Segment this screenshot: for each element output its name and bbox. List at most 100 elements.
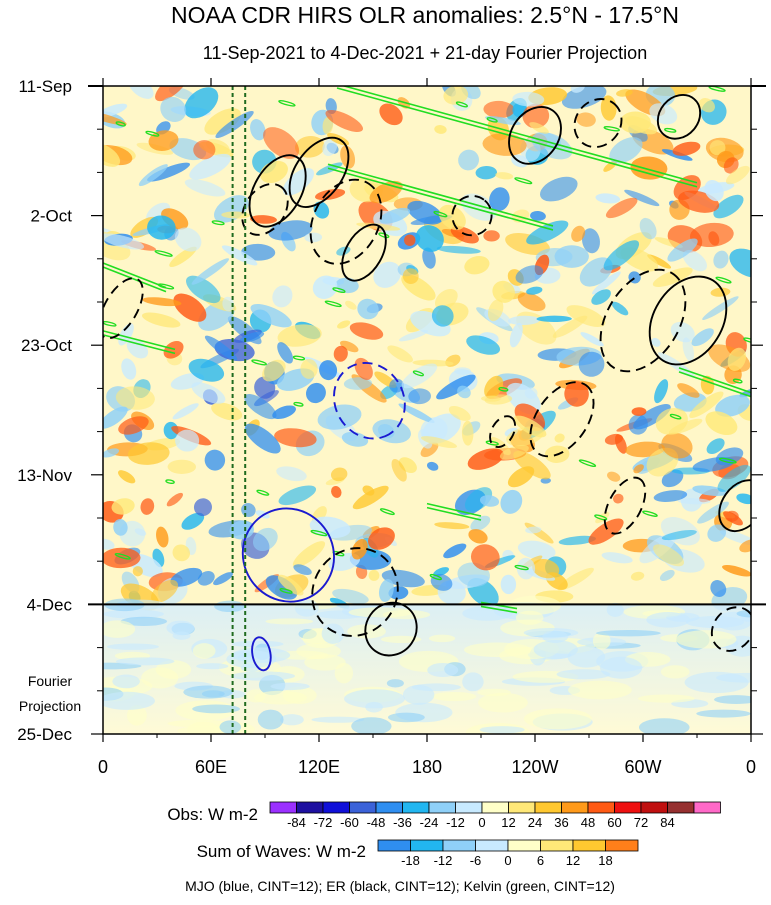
olr-anomaly-cell [193, 140, 216, 160]
er-wave-contour [248, 154, 307, 228]
olr-anomaly-cell [250, 118, 266, 141]
projection-anomaly-cell [477, 688, 511, 697]
obs-colorbar-tick-label: 48 [581, 815, 595, 830]
olr-anomaly-cell [591, 271, 621, 295]
projection-anomaly-cell [462, 672, 484, 692]
olr-anomaly-cell [349, 322, 384, 340]
olr-anomaly-cell [708, 231, 720, 246]
olr-anomaly-cell [654, 379, 669, 404]
olr-anomaly-cell [461, 420, 474, 446]
olr-anomaly-cell [564, 381, 589, 407]
olr-anomaly-cell [103, 538, 115, 550]
waves-colorbar-tick-label: -18 [401, 853, 420, 868]
olr-anomaly-cell [709, 140, 726, 156]
olr-anomaly-cell [368, 569, 380, 581]
obs-colorbar-swatch [428, 801, 456, 814]
olr-anomaly-cell [420, 436, 458, 449]
olr-anomaly-cell [611, 301, 629, 316]
olr-anomaly-cell [103, 110, 127, 126]
olr-anomaly-cell [351, 538, 368, 560]
obs-colorbar-tick-label: -48 [367, 815, 386, 830]
olr-anomaly-cell [603, 240, 640, 271]
x-tick-label: 0 [98, 757, 108, 777]
kelvin-wave-contour [594, 514, 608, 521]
obs-colorbar-swatch [508, 801, 536, 814]
olr-anomaly-cell [710, 580, 727, 598]
projection-anomaly-cell [254, 690, 307, 705]
olr-anomaly-cell [580, 332, 604, 347]
olr-anomaly-cell [470, 544, 500, 571]
olr-anomaly-cell [525, 526, 542, 534]
obs-colorbar-tick-label: -12 [446, 815, 465, 830]
kelvin-wave-contour [256, 489, 270, 496]
olr-anomaly-cell [277, 574, 304, 596]
er-wave-contour [508, 106, 562, 165]
footnote: MJO (blue, CINT=12); ER (black, CINT=12)… [185, 878, 615, 894]
olr-anomaly-cell [330, 467, 348, 482]
kelvin-wave-contour [433, 210, 448, 218]
olr-anomaly-cell [431, 305, 454, 327]
olr-anomaly-cell [595, 512, 610, 524]
olr-anomaly-cell [492, 280, 515, 303]
olr-anomaly-cell [175, 429, 200, 452]
olr-anomaly-cell [151, 579, 179, 603]
olr-anomaly-cell [138, 164, 168, 187]
projection-anomaly-cell [219, 720, 242, 734]
er-wave-contour [529, 381, 595, 458]
olr-anomaly-cell [715, 394, 750, 417]
olr-anomaly-cell [422, 247, 436, 269]
waves-colorbar-tick-label: -12 [434, 853, 453, 868]
olr-anomaly-cell [277, 342, 294, 364]
obs-colorbar-tick-label: 84 [660, 815, 674, 830]
olr-anomaly-cell [539, 176, 578, 202]
olr-anomaly-cell [244, 394, 277, 420]
olr-anomaly-cell [702, 296, 739, 320]
projection-anomaly-cell [120, 616, 168, 626]
waves-colorbar-swatch [475, 839, 509, 852]
olr-anomaly-cell [337, 320, 351, 329]
kelvin-wave-contour [669, 413, 682, 420]
olr-anomaly-cell [691, 328, 714, 347]
projection-anomaly-cell [479, 726, 525, 734]
waves-colorbar: Sum of Waves: W m-2 -18 -12 -6 0 6 12 18 [197, 839, 639, 868]
olr-anomaly-cell [140, 498, 155, 515]
olr-anomaly-cell [653, 490, 688, 503]
kelvin-wave-contour [743, 337, 751, 344]
olr-anomaly-cell [276, 466, 307, 482]
kelvin-wave-contour [327, 163, 554, 231]
olr-anomaly-cell [121, 358, 137, 380]
olr-anomaly-cell [263, 127, 300, 159]
projection-anomaly-cell [196, 663, 229, 670]
projection-anomaly-cell [127, 705, 147, 726]
olr-anomaly-cell [507, 315, 540, 326]
olr-anomaly-cell [184, 179, 226, 197]
olr-anomaly-cell [479, 495, 500, 507]
kelvin-wave-contour [708, 86, 726, 92]
olr-anomaly-cell [457, 385, 471, 399]
y-tick-label: 23-Oct [21, 336, 72, 355]
kelvin-wave-contour [715, 276, 732, 284]
olr-anomaly-cell [398, 403, 435, 424]
olr-anomaly-cell [677, 383, 700, 398]
olr-anomaly-cell [619, 111, 651, 134]
kelvin-wave-contour [251, 359, 267, 366]
olr-anomaly-cell [614, 434, 627, 454]
obs-colorbar-swatch [375, 801, 403, 814]
olr-anomaly-cell [274, 428, 317, 448]
olr-anomaly-cell [317, 404, 362, 430]
er-wave-contour [710, 606, 751, 652]
projection-anomaly-cell [637, 694, 695, 703]
kelvin-wave-contour [103, 262, 167, 293]
projection-anomaly-cell [380, 635, 422, 643]
olr-anomaly-cell [633, 464, 644, 474]
projection-anomaly-cell [402, 684, 435, 705]
kelvin-wave-contour [678, 367, 751, 398]
kelvin-wave-contour [292, 355, 306, 361]
projection-anomaly-cell [141, 667, 179, 689]
er-wave-contour [241, 183, 289, 236]
olr-anomaly-cell [134, 528, 147, 536]
projection-anomaly-cell [386, 679, 404, 688]
olr-anomaly-cell [468, 529, 488, 544]
olr-anomaly-cell [345, 300, 357, 310]
